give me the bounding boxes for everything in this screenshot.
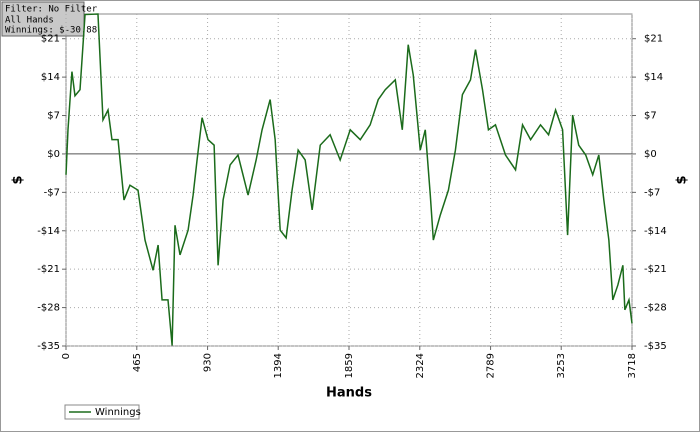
y2-tick-label: -$35 <box>644 341 667 352</box>
y2-tick-label: -$7 <box>644 187 660 198</box>
y-tick-label: -$28 <box>37 303 60 314</box>
y-tick-label: -$35 <box>37 341 60 352</box>
x-tick-label: 465 <box>132 353 143 372</box>
legend-label: Winnings <box>95 407 141 418</box>
info-box: Filter: No Filter All Hands Winnings: $-… <box>1 1 98 37</box>
info-box-bg <box>1 1 85 37</box>
y2-tick-label: $14 <box>644 72 663 83</box>
x-axis-label: Hands <box>326 386 372 401</box>
x-tick-label: 2789 <box>486 353 497 378</box>
y-axis-label: $ <box>11 175 26 184</box>
y-tick-label: -$21 <box>37 264 60 275</box>
y-tick-label: $14 <box>41 72 60 83</box>
y-tick-label: $0 <box>47 149 60 160</box>
x-tick-label: 930 <box>203 353 214 372</box>
y2-tick-label: $0 <box>644 149 657 160</box>
plot-area <box>65 13 633 347</box>
info-line: Winnings: $-30.88 <box>5 26 97 36</box>
x-tick-label: 3718 <box>627 353 638 378</box>
y-tick-label: -$14 <box>37 226 60 237</box>
x-tick-label: 2324 <box>415 353 426 378</box>
x-tick-label: 1394 <box>273 353 284 378</box>
y2-tick-label: -$21 <box>644 264 667 275</box>
info-line: Filter: No Filter <box>5 5 98 15</box>
x-tick-label: 0 <box>61 353 72 359</box>
info-line: All Hands <box>5 16 54 26</box>
legend-box <box>64 404 140 420</box>
y2-tick-label: -$14 <box>644 226 667 237</box>
y-tick-label: -$7 <box>44 187 60 198</box>
x-tick-label: 1859 <box>344 353 355 378</box>
y2-tick-label: $7 <box>644 111 657 122</box>
y2-tick-label: $21 <box>644 34 663 45</box>
y-tick-label: $21 <box>41 34 60 45</box>
y2-tick-label: -$28 <box>644 303 667 314</box>
y-tick-label: $7 <box>47 111 60 122</box>
series-line <box>65 13 633 346</box>
y2-axis-label: $ <box>675 175 690 184</box>
x-tick-label: 3253 <box>556 353 567 378</box>
